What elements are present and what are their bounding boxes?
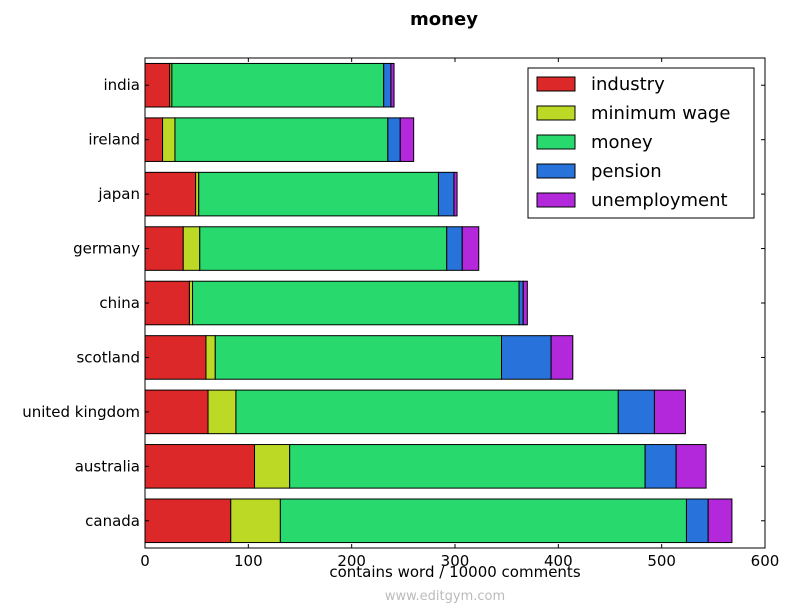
bar-japan-money	[198, 171, 439, 217]
bars-group	[144, 62, 733, 544]
bar-canada-pension	[685, 498, 709, 544]
bar-japan-unemployment	[453, 171, 458, 217]
bar-china-unemployment	[522, 280, 528, 326]
bar-canada-industry	[144, 498, 232, 544]
x-tick-label-300: 300	[441, 552, 470, 570]
x-axis-label: contains word / 10000 comments	[329, 563, 580, 581]
y-tick-label-germany: germany	[73, 240, 140, 258]
bar-united-kingdom-pension	[617, 389, 655, 435]
bar-india-pension	[383, 62, 392, 108]
axis-ticks-group: india ireland japan germany china scotland uni…	[22, 58, 779, 570]
bar-japan-industry	[144, 171, 197, 217]
legend-swatch-minimum-wage	[536, 105, 576, 121]
x-tick-label-400: 400	[544, 552, 573, 570]
bar-united-kingdom-minimum-wage	[207, 389, 237, 435]
bar-ireland-pension	[387, 117, 401, 162]
y-tick-label-india: india	[103, 76, 140, 94]
legend-label-industry: industry	[591, 74, 665, 95]
bar-india-unemployment	[390, 62, 395, 108]
bar-scotland-unemployment	[550, 335, 574, 380]
x-tick-label-0: 0	[140, 552, 150, 570]
y-tick-label-canada: canada	[85, 512, 140, 530]
watermark: www.editgym.com	[385, 589, 505, 604]
x-tick-label-500: 500	[647, 552, 676, 570]
bar-china-pension	[518, 280, 524, 326]
x-tick-label-600: 600	[751, 552, 780, 570]
bar-canada-unemployment	[707, 498, 733, 544]
bar-united-kingdom-industry	[144, 389, 209, 435]
legend-label-money: money	[591, 132, 653, 153]
bar-australia-money	[289, 444, 646, 489]
bar-canada-money	[279, 498, 687, 544]
bar-india-money	[171, 62, 385, 108]
bar-china-money	[192, 280, 520, 326]
bar-united-kingdom-money	[235, 389, 619, 435]
legend: industry minimum wage money pension unemploy…	[527, 67, 755, 219]
chart-title: money	[410, 9, 478, 30]
legend-label-minimum-wage: minimum wage	[591, 103, 730, 124]
bar-germany-unemployment	[461, 226, 480, 271]
legend-swatch-pension	[536, 163, 576, 179]
y-tick-label-scotland: scotland	[76, 348, 140, 366]
x-tick-label-200: 200	[337, 552, 366, 570]
bar-germany-industry	[144, 226, 184, 271]
bar-china-industry	[144, 280, 190, 326]
bar-australia-unemployment	[675, 444, 707, 489]
bar-scotland-money	[214, 335, 502, 380]
bar-australia-minimum-wage	[254, 444, 291, 489]
bar-scotland-industry	[144, 335, 207, 380]
bar-germany-pension	[446, 226, 463, 271]
x-tick-label-100: 100	[234, 552, 263, 570]
bar-australia-industry	[144, 444, 256, 489]
bar-germany-minimum-wage	[182, 226, 201, 271]
bar-germany-money	[199, 226, 448, 271]
bar-scotland-pension	[501, 335, 552, 380]
legend-swatch-unemployment	[536, 192, 576, 208]
bar-ireland-money	[174, 117, 389, 162]
bar-canada-minimum-wage	[230, 498, 281, 544]
legend-swatch-industry	[536, 76, 576, 92]
y-tick-label-china: china	[99, 294, 140, 312]
y-tick-label-united-kingdom: united kingdom	[22, 403, 140, 421]
legend-label-unemployment: unemployment	[591, 190, 728, 211]
bar-united-kingdom-unemployment	[653, 389, 686, 435]
bar-scotland-minimum-wage	[205, 335, 216, 380]
y-tick-label-japan: japan	[97, 185, 140, 203]
bar-australia-pension	[644, 444, 677, 489]
legend-label-pension: pension	[591, 161, 662, 182]
y-tick-label-australia: australia	[75, 457, 140, 475]
y-tick-label-ireland: ireland	[88, 131, 140, 149]
legend-swatch-money	[536, 134, 576, 150]
bar-ireland-minimum-wage	[162, 117, 176, 162]
bar-ireland-unemployment	[399, 117, 415, 162]
bar-japan-pension	[437, 171, 455, 217]
